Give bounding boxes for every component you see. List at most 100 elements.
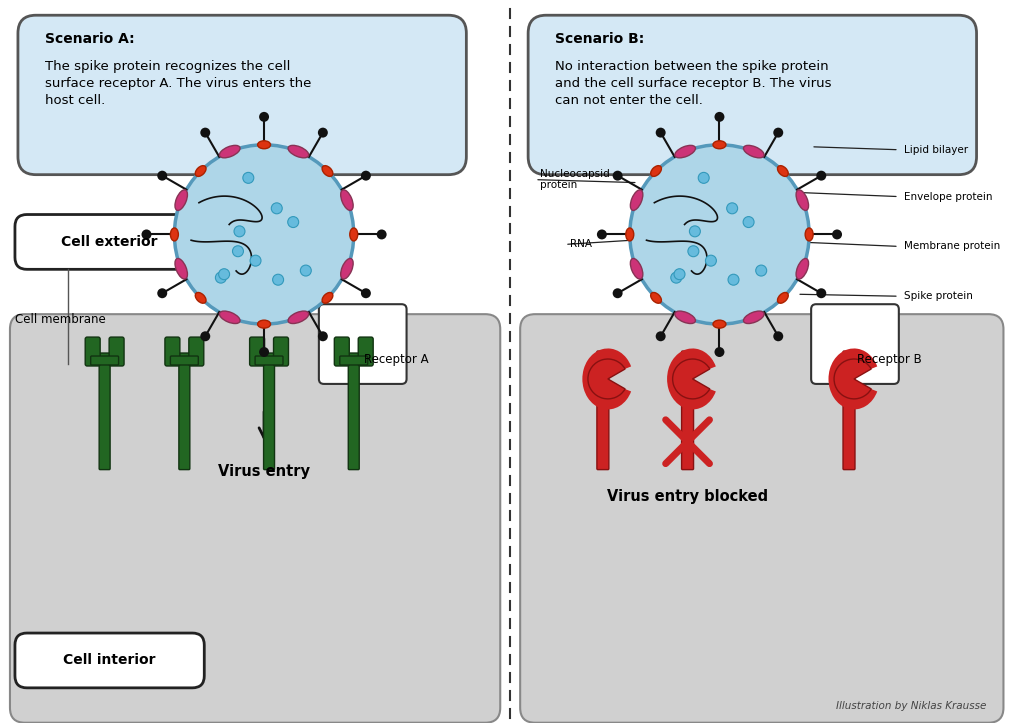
Text: The spike protein recognizes the cell
surface receptor A. The virus enters the
h: The spike protein recognizes the cell su… — [45, 60, 311, 107]
Ellipse shape — [796, 190, 809, 211]
Ellipse shape — [219, 311, 240, 324]
Text: Virus entry blocked: Virus entry blocked — [607, 489, 768, 504]
FancyBboxPatch shape — [15, 214, 204, 269]
FancyBboxPatch shape — [91, 356, 119, 365]
Text: Cell interior: Cell interior — [63, 654, 156, 668]
Circle shape — [174, 145, 353, 324]
Circle shape — [317, 332, 328, 341]
Text: Lipid bilayer: Lipid bilayer — [904, 145, 968, 155]
Text: Receptor A: Receptor A — [364, 353, 428, 366]
Text: No interaction between the spike protein
and the cell surface receptor B. The vi: No interaction between the spike protein… — [555, 60, 831, 107]
Ellipse shape — [675, 146, 695, 158]
Ellipse shape — [175, 190, 187, 211]
Circle shape — [597, 230, 607, 240]
Ellipse shape — [170, 228, 178, 241]
Text: Nucleocapsid
protein: Nucleocapsid protein — [540, 169, 610, 190]
Circle shape — [756, 265, 767, 276]
Circle shape — [141, 230, 152, 240]
Circle shape — [612, 171, 623, 181]
Circle shape — [655, 127, 666, 138]
Ellipse shape — [175, 258, 187, 279]
Ellipse shape — [713, 320, 726, 328]
Circle shape — [243, 172, 254, 183]
FancyBboxPatch shape — [528, 15, 977, 174]
Circle shape — [232, 245, 244, 257]
FancyBboxPatch shape — [348, 353, 359, 470]
Ellipse shape — [675, 311, 695, 324]
FancyBboxPatch shape — [843, 351, 855, 470]
Circle shape — [706, 255, 717, 266]
Circle shape — [201, 127, 210, 138]
FancyBboxPatch shape — [273, 337, 289, 366]
Ellipse shape — [650, 166, 662, 177]
Circle shape — [773, 127, 783, 138]
Ellipse shape — [743, 311, 764, 324]
Ellipse shape — [805, 228, 813, 241]
Text: Scenario A:: Scenario A: — [45, 32, 134, 46]
FancyBboxPatch shape — [188, 337, 204, 366]
Ellipse shape — [219, 146, 240, 158]
Text: Illustration by Niklas Krausse: Illustration by Niklas Krausse — [837, 701, 986, 711]
Circle shape — [300, 265, 311, 276]
Ellipse shape — [777, 166, 788, 177]
Circle shape — [816, 288, 826, 298]
Circle shape — [360, 288, 371, 298]
Ellipse shape — [323, 166, 333, 177]
Circle shape — [743, 216, 754, 227]
FancyBboxPatch shape — [165, 337, 180, 366]
Circle shape — [288, 216, 299, 227]
Ellipse shape — [777, 292, 788, 303]
Circle shape — [201, 332, 210, 341]
Text: RNA: RNA — [570, 240, 592, 249]
Ellipse shape — [258, 140, 270, 148]
Circle shape — [655, 332, 666, 341]
Text: Envelope protein: Envelope protein — [904, 192, 992, 201]
Circle shape — [689, 226, 700, 237]
Circle shape — [215, 272, 226, 283]
Circle shape — [259, 347, 269, 357]
Ellipse shape — [288, 311, 308, 324]
FancyBboxPatch shape — [520, 314, 1004, 723]
Text: Cell exterior: Cell exterior — [61, 235, 158, 249]
Text: Spike protein: Spike protein — [904, 291, 973, 301]
Circle shape — [377, 230, 387, 240]
Circle shape — [727, 203, 737, 214]
Text: Receptor B: Receptor B — [857, 353, 922, 366]
FancyBboxPatch shape — [110, 337, 124, 366]
Circle shape — [715, 347, 724, 357]
FancyBboxPatch shape — [358, 337, 373, 366]
FancyBboxPatch shape — [18, 15, 466, 174]
Ellipse shape — [350, 228, 357, 241]
Ellipse shape — [341, 190, 353, 211]
Wedge shape — [588, 359, 625, 399]
Circle shape — [674, 269, 685, 279]
Ellipse shape — [713, 140, 726, 148]
Circle shape — [271, 203, 283, 214]
Ellipse shape — [626, 228, 634, 241]
Text: Virus entry: Virus entry — [218, 463, 310, 479]
Circle shape — [612, 288, 623, 298]
Ellipse shape — [631, 190, 643, 211]
FancyBboxPatch shape — [255, 356, 283, 365]
FancyBboxPatch shape — [10, 314, 501, 723]
Circle shape — [773, 332, 783, 341]
Ellipse shape — [796, 258, 809, 279]
Ellipse shape — [650, 292, 662, 303]
Circle shape — [219, 269, 229, 279]
FancyBboxPatch shape — [318, 304, 407, 384]
Circle shape — [630, 145, 809, 324]
Circle shape — [234, 226, 245, 237]
Ellipse shape — [631, 258, 643, 279]
FancyBboxPatch shape — [334, 337, 349, 366]
Circle shape — [715, 112, 724, 122]
Ellipse shape — [323, 292, 333, 303]
Text: Membrane protein: Membrane protein — [904, 241, 1000, 251]
Wedge shape — [673, 359, 710, 399]
Circle shape — [317, 127, 328, 138]
Ellipse shape — [196, 292, 206, 303]
Circle shape — [272, 274, 284, 285]
FancyBboxPatch shape — [263, 353, 274, 470]
FancyBboxPatch shape — [250, 337, 264, 366]
Wedge shape — [835, 359, 871, 399]
Ellipse shape — [743, 146, 764, 158]
